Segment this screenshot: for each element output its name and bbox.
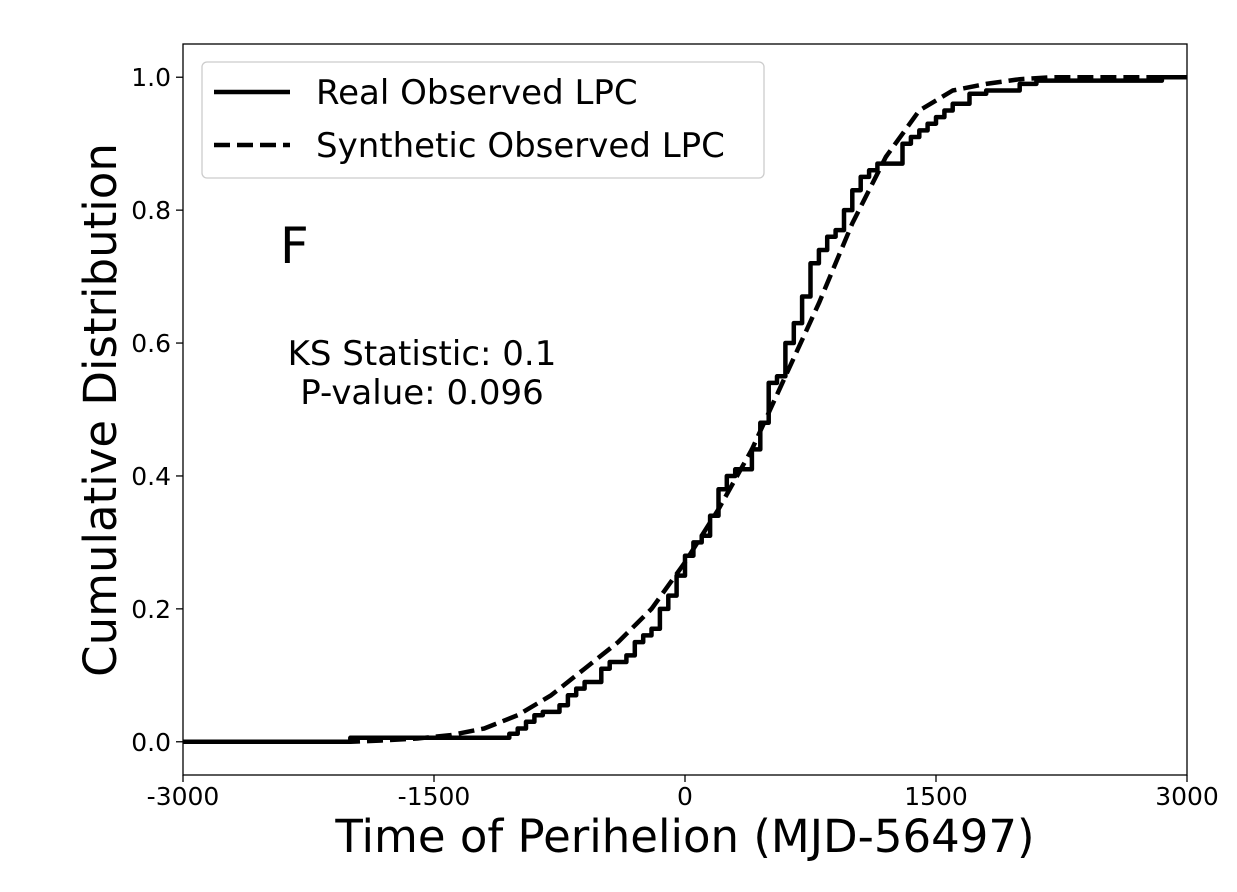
p-value-text: P-value: 0.096: [300, 373, 544, 413]
legend-box: [201, 61, 765, 179]
panel-letter: F: [280, 217, 309, 275]
x-tick-label: -3000: [147, 782, 220, 811]
legend-label-synthetic: Synthetic Observed LPC: [316, 126, 725, 166]
x-axis-ticks: -3000 -1500 0 1500 3000: [147, 775, 1219, 811]
series-layer: [183, 74, 1187, 745]
legend: Real Observed LPC Synthetic Observed LPC: [201, 61, 765, 179]
x-axis-label: Time of Perihelion (MJD-56497): [334, 810, 1034, 863]
x-tick-label: 3000: [1155, 782, 1219, 811]
y-tick-label: 0.6: [131, 329, 171, 358]
series-line-real: [183, 74, 1187, 745]
legend-label-real: Real Observed LPC: [316, 73, 638, 113]
ks-statistic-text: KS Statistic: 0.1: [288, 334, 557, 374]
y-axis-label: Cumulative Distribution: [74, 143, 127, 677]
y-axis-ticks: 0.0 0.2 0.4 0.6 0.8 1.0: [131, 63, 183, 757]
y-tick-label: 1.0: [131, 63, 171, 92]
x-tick-label: 1500: [904, 782, 968, 811]
y-tick-label: 0.2: [131, 595, 171, 624]
x-tick-label: 0: [677, 782, 693, 811]
x-tick-label: -1500: [398, 782, 471, 811]
y-tick-label: 0.4: [131, 462, 171, 491]
y-tick-label: 0.8: [131, 196, 171, 225]
y-tick-label: 0.0: [131, 728, 171, 757]
series-line-synthetic: [183, 74, 1187, 745]
